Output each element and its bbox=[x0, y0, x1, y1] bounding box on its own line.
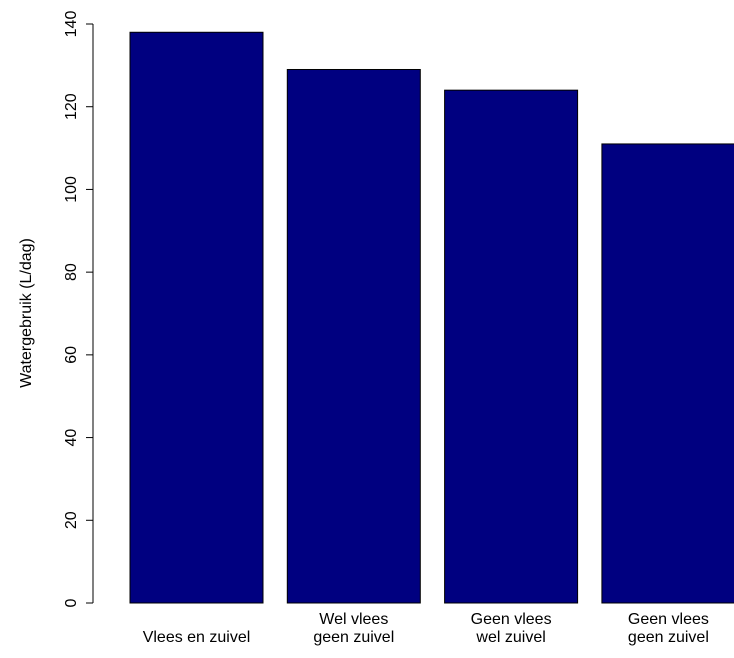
y-tick-label: 100 bbox=[63, 176, 80, 203]
y-tick-label: 120 bbox=[63, 93, 80, 120]
bar bbox=[601, 143, 734, 604]
x-tick-label: Geen vlees geen zuivel bbox=[628, 611, 709, 646]
y-axis-title: Watergebruik (L/dag) bbox=[18, 238, 35, 388]
y-tick-label: 80 bbox=[63, 263, 80, 281]
y-tick-label: 40 bbox=[63, 429, 80, 447]
y-tick-label: 60 bbox=[63, 346, 80, 364]
bar bbox=[444, 89, 579, 604]
bar bbox=[129, 31, 264, 604]
y-tick-label: 20 bbox=[63, 511, 80, 529]
y-tick-label: 140 bbox=[63, 11, 80, 38]
bar bbox=[286, 68, 421, 604]
x-tick-label: Wel vlees geen zuivel bbox=[313, 611, 394, 646]
x-tick-label: Geen vlees wel zuivel bbox=[471, 611, 552, 646]
x-tick-label: Vlees en zuivel bbox=[143, 629, 251, 646]
y-tick-label: 0 bbox=[63, 598, 80, 607]
